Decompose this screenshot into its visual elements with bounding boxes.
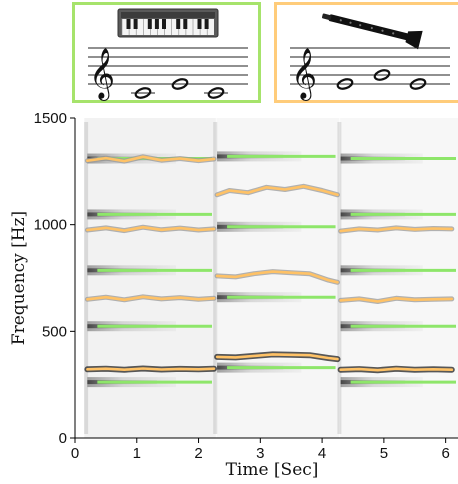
x-tick-label: 6 xyxy=(441,445,449,462)
clarinet-icon xyxy=(321,13,423,50)
series-line-1 xyxy=(86,367,216,371)
x-tick-label: 4 xyxy=(318,445,326,462)
y-tick-label: 1500 xyxy=(34,110,67,127)
y-axis-ticks: 0 500 1000 1500 xyxy=(34,110,75,447)
whole-note xyxy=(134,87,152,99)
x-tick-label: 0 xyxy=(71,445,79,462)
series-line-10 xyxy=(339,226,454,233)
treble-clef-icon: 𝄞 xyxy=(291,48,317,101)
staff-lines-left xyxy=(88,47,248,85)
whole-note xyxy=(373,69,391,81)
y-tick-label: 500 xyxy=(42,323,67,340)
whole-note xyxy=(171,78,189,90)
piano-keyboard-icon xyxy=(117,8,219,38)
staff-notes-left xyxy=(131,78,228,99)
clarinet-score-panel: 𝄞 xyxy=(274,2,458,103)
staff-lines-right xyxy=(290,47,450,85)
x-tick-label: 1 xyxy=(133,445,141,462)
series-line-5 xyxy=(215,353,339,361)
series-line-9 xyxy=(339,297,454,303)
series-layer xyxy=(84,154,455,374)
series-line-4 xyxy=(86,155,216,163)
whole-note xyxy=(207,87,225,99)
series-line-7 xyxy=(215,185,339,197)
whole-note xyxy=(409,78,427,90)
whole-note xyxy=(336,78,354,90)
x-tick-label: 2 xyxy=(194,445,202,462)
piano-score-panel: 𝄞 xyxy=(72,2,261,103)
series-line-6 xyxy=(215,270,339,284)
treble-clef-icon: 𝄞 xyxy=(89,48,115,101)
series-line-3 xyxy=(86,225,216,232)
x-axis-title: Time [Sec] xyxy=(226,460,319,480)
x-tick-label: 5 xyxy=(380,445,388,462)
x-tick-label: 3 xyxy=(256,445,264,462)
series-line-8 xyxy=(339,367,454,372)
spectrogram-plot: 0 1 2 3 4 5 6 0 500 1000 1500 Time [Sec] Frequenc… xyxy=(9,110,458,480)
x-axis-ticks: 0 1 2 3 4 5 6 xyxy=(71,438,450,462)
clarinet-panel-border xyxy=(274,2,458,103)
y-tick-label: 1000 xyxy=(34,217,67,234)
spectrogram-background xyxy=(84,118,423,438)
y-tick-label: 0 xyxy=(59,430,67,447)
staff-notes-right xyxy=(336,69,427,90)
series-line-2 xyxy=(86,295,216,302)
y-axis-title: Frequency [Hz] xyxy=(9,211,29,345)
